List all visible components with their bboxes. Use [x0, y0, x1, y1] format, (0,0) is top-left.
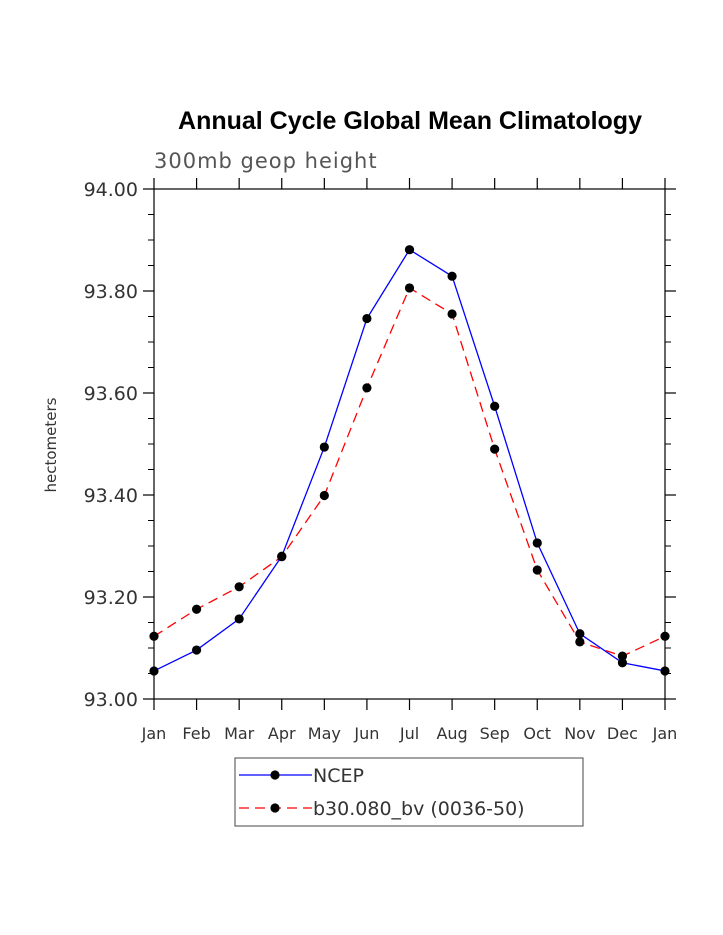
series-0-point-7 [447, 271, 457, 281]
x-tick-label: Nov [564, 724, 595, 743]
series-1-point-12 [660, 631, 670, 641]
series-0-point-10 [575, 629, 585, 639]
series-0-point-8 [490, 401, 500, 411]
legend-swatch-marker-0 [270, 770, 280, 780]
series-0-point-6 [404, 245, 415, 255]
series-1-point-11 [617, 651, 628, 661]
x-tick-label: Feb [182, 724, 210, 743]
y-tick-label: 93.20 [84, 587, 138, 609]
x-tick-label: May [308, 724, 341, 743]
chart-title: Annual Cycle Global Mean Climatology [178, 107, 642, 135]
series-0-point-4 [319, 442, 329, 452]
x-tick-label: Apr [268, 724, 296, 743]
series-1-point-2 [234, 582, 244, 592]
legend-label-0: NCEP [313, 765, 364, 787]
series-1-point-0 [149, 631, 159, 641]
x-tick-label: Jun [353, 724, 379, 743]
legend-swatch-marker-1 [270, 803, 280, 813]
series-1-point-7 [447, 309, 457, 319]
series-line-0 [153, 248, 666, 672]
x-tick-label: Dec [607, 724, 638, 743]
series-0-point-12 [660, 666, 670, 676]
series-1-point-9 [532, 565, 542, 575]
x-tick-label: Jan [141, 724, 167, 743]
series-1-point-4 [319, 490, 329, 501]
series-1-point-6 [404, 283, 415, 293]
series-1-point-10 [575, 637, 585, 647]
y-tick-label: 93.60 [84, 383, 138, 405]
series-1-point-3 [277, 552, 287, 562]
legend-items: NCEP b30.080_bv (0036-50) [239, 765, 525, 820]
series-0-point-0 [149, 666, 159, 676]
series-1-point-8 [490, 444, 500, 454]
x-tick-label: Aug [436, 724, 467, 743]
plot-frame [153, 188, 666, 700]
series-1-point-5 [362, 383, 372, 393]
y-tick-label: 93.40 [84, 485, 138, 507]
x-tick-label: Jul [399, 724, 419, 743]
series-0-point-2 [234, 614, 244, 624]
series-layer [149, 245, 670, 676]
y-tick-label: 93.80 [84, 281, 138, 303]
series-1-point-1 [191, 604, 202, 614]
y-tick-label: 93.00 [84, 689, 138, 711]
legend-label-1: b30.080_bv (0036-50) [313, 798, 525, 820]
y-tick-label: 94.00 [84, 179, 138, 201]
axis-tick-labels: 93.00 93.20 93.40 93.60 93.80 94.00 Jan Feb Mar A… [84, 179, 678, 743]
x-tick-label: Jan [652, 724, 678, 743]
legend: NCEP b30.080_bv (0036-50) [234, 757, 584, 827]
x-tick-label: Mar [224, 724, 255, 743]
chart-subtitle: 300mb geop height [154, 149, 378, 173]
series-0-point-9 [532, 538, 542, 548]
series-0-point-5 [362, 313, 372, 324]
x-tick-label: Oct [523, 724, 551, 743]
series-0-point-11 [617, 658, 628, 668]
y-axis-label: hectometers [42, 397, 60, 492]
series-0-point-1 [191, 645, 202, 655]
legend-box [234, 757, 584, 827]
x-tick-label: Sep [480, 724, 510, 743]
series-line-1 [153, 286, 666, 657]
